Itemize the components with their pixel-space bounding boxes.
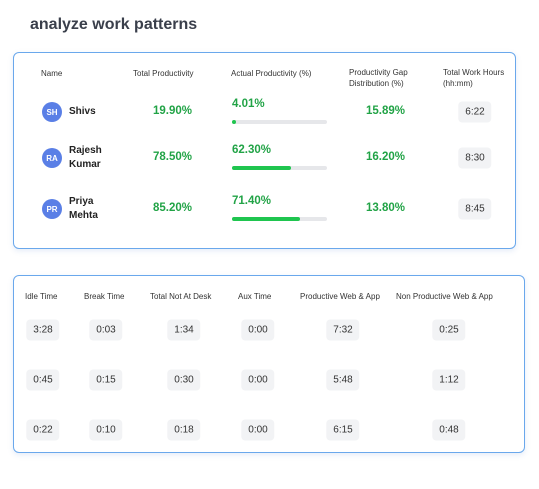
time-value: 7:32 (326, 319, 360, 341)
column-header: Total Work Hours (hh:mm) (443, 68, 505, 88)
work-hours: 8:30 (458, 147, 492, 169)
total-productivity: 19.90% (153, 105, 193, 117)
productivity-gap: 13.80% (366, 202, 406, 214)
column-header: Total Productivity (133, 69, 194, 78)
user-name: Shivs (69, 106, 96, 117)
time-value: 1:34 (167, 319, 201, 341)
column-header: Name (41, 69, 63, 78)
time-value: 0:25 (432, 319, 466, 341)
progress-track (232, 120, 327, 124)
time-value: 0:00 (241, 319, 275, 341)
column-header: Non Productive Web & App (396, 292, 493, 301)
time-value: 0:10 (89, 419, 123, 441)
avatar: PR (42, 199, 62, 219)
column-header: Productivity Gap Distribution (%) (349, 68, 408, 88)
total-productivity: 85.20% (153, 202, 193, 214)
user-name: Rajesh Kumar (69, 145, 102, 170)
time-value: 0:48 (432, 419, 466, 441)
time-value: 0:00 (241, 419, 275, 441)
total-productivity: 78.50% (153, 151, 193, 163)
column-header: Idle Time (25, 292, 58, 301)
progress-track (232, 166, 327, 170)
title: analyze work patterns (30, 16, 198, 33)
actual-productivity: 71.40% (232, 195, 272, 207)
time-value: 0:03 (89, 319, 123, 341)
time-value: 1:12 (432, 369, 466, 391)
progress-bar (232, 120, 236, 124)
actual-productivity: 62.30% (232, 144, 272, 156)
avatar: RA (42, 148, 62, 168)
column-header: Total Not At Desk (150, 292, 212, 301)
time-value: 0:18 (167, 419, 201, 441)
time-value: 6:15 (326, 419, 360, 441)
column-header: Aux Time (238, 292, 272, 301)
progress-track (232, 217, 327, 221)
work-hours: 6:22 (458, 101, 492, 123)
progress-bar (232, 217, 300, 221)
time-value: 5:48 (326, 369, 360, 391)
column-header: Break Time (84, 292, 125, 301)
time-value: 0:22 (26, 419, 60, 441)
actual-productivity: 4.01% (232, 98, 265, 110)
progress-bar (232, 166, 292, 170)
work-hours: 8:45 (458, 198, 492, 220)
time-value: 0:15 (89, 369, 123, 391)
column-header: Actual Productivity (%) (231, 69, 312, 78)
time-value: 0:30 (167, 369, 201, 391)
productivity-card (13, 52, 516, 249)
user-name: Priya Mehta (69, 196, 98, 221)
time-value: 0:45 (26, 369, 60, 391)
time-value: 3:28 (26, 319, 60, 341)
avatar: SH (42, 102, 62, 122)
productivity-gap: 16.20% (366, 151, 406, 163)
productivity-gap: 15.89% (366, 105, 406, 117)
column-header: Productive Web & App (300, 292, 380, 301)
time-value: 0:00 (241, 369, 275, 391)
